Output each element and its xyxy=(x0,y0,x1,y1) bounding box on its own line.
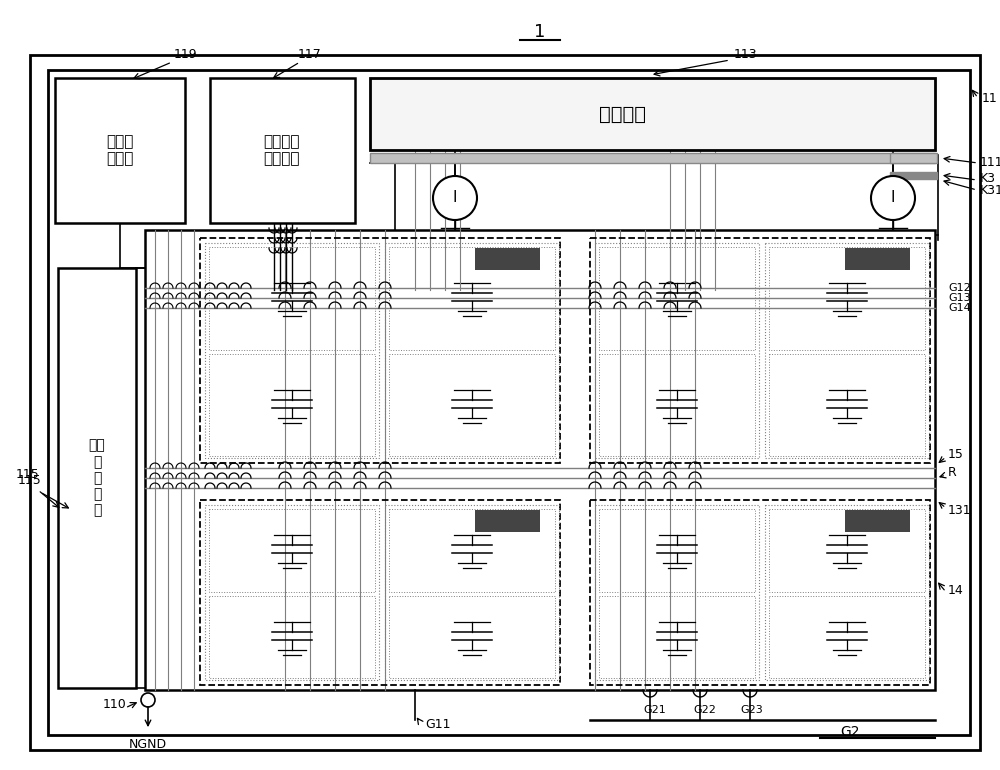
Circle shape xyxy=(871,176,915,220)
Bar xyxy=(845,510,910,532)
Bar xyxy=(209,595,375,678)
Bar xyxy=(370,78,935,150)
Text: 115: 115 xyxy=(16,468,40,481)
Bar xyxy=(599,595,755,678)
Text: G22: G22 xyxy=(694,705,716,715)
Bar xyxy=(595,505,759,680)
Text: R: R xyxy=(948,467,957,480)
Text: 131: 131 xyxy=(948,504,972,517)
Bar xyxy=(205,505,379,680)
Text: 110: 110 xyxy=(103,698,127,711)
Text: G11: G11 xyxy=(425,718,450,732)
Bar xyxy=(475,248,540,270)
Bar xyxy=(389,595,555,678)
Bar xyxy=(590,238,930,463)
Text: G14: G14 xyxy=(948,303,971,313)
Text: K3: K3 xyxy=(980,172,996,185)
Bar xyxy=(385,243,559,458)
Bar xyxy=(845,248,910,270)
Bar xyxy=(55,78,185,223)
Bar xyxy=(210,78,355,223)
Bar xyxy=(58,268,136,688)
Bar xyxy=(389,247,555,350)
Bar xyxy=(209,509,375,591)
Text: 115: 115 xyxy=(18,474,42,487)
Text: 15: 15 xyxy=(948,448,964,461)
Text: NGND: NGND xyxy=(129,738,167,752)
Text: 扫描
驱
动
电
路: 扫描 驱 动 电 路 xyxy=(89,439,105,517)
Text: 111: 111 xyxy=(980,156,1000,169)
Bar xyxy=(145,230,935,690)
Bar xyxy=(389,353,555,456)
Bar xyxy=(385,505,559,680)
Bar xyxy=(209,353,375,456)
Bar xyxy=(599,247,755,350)
Text: 11: 11 xyxy=(982,92,998,105)
Circle shape xyxy=(433,176,477,220)
Bar xyxy=(48,70,970,735)
Text: K31: K31 xyxy=(980,183,1000,196)
Bar xyxy=(769,595,925,678)
Text: I: I xyxy=(891,190,895,206)
Text: 14: 14 xyxy=(948,584,964,597)
Text: G2: G2 xyxy=(840,725,860,739)
Text: G12: G12 xyxy=(948,283,971,293)
Bar xyxy=(200,238,560,463)
Text: 处理电路: 处理电路 xyxy=(598,105,646,123)
Bar xyxy=(890,172,937,179)
Text: 参考信号
产生电路: 参考信号 产生电路 xyxy=(264,134,300,166)
Bar xyxy=(200,500,560,685)
Bar xyxy=(209,247,375,350)
Bar xyxy=(769,247,925,350)
Bar xyxy=(890,153,937,163)
Bar xyxy=(590,500,930,685)
Text: G23: G23 xyxy=(741,705,763,715)
Bar xyxy=(599,509,755,591)
Bar xyxy=(765,505,929,680)
Bar xyxy=(389,509,555,591)
Text: 113: 113 xyxy=(733,49,757,62)
Text: 时序控
制电路: 时序控 制电路 xyxy=(106,134,134,166)
Bar xyxy=(769,353,925,456)
Bar xyxy=(595,243,759,458)
Text: G21: G21 xyxy=(644,705,666,715)
Text: 1: 1 xyxy=(534,23,546,41)
Bar xyxy=(475,510,540,532)
Bar xyxy=(205,243,379,458)
Bar xyxy=(765,243,929,458)
Text: I: I xyxy=(453,190,457,206)
Text: 119: 119 xyxy=(173,49,197,62)
Bar xyxy=(769,509,925,591)
Bar xyxy=(370,153,935,163)
Text: 117: 117 xyxy=(298,49,322,62)
Bar xyxy=(599,353,755,456)
Text: G13: G13 xyxy=(948,293,971,303)
